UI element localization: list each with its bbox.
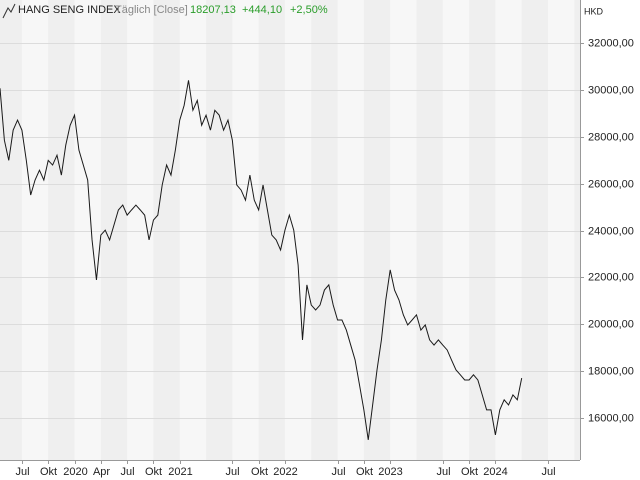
x-tick-label: Okt (40, 466, 57, 478)
chart-subtitle: Täglich [Close] (115, 4, 188, 16)
band (311, 0, 338, 460)
band (363, 0, 391, 460)
x-tick-label: Jul (120, 466, 134, 478)
series-line (0, 80, 523, 440)
band (521, 0, 548, 460)
band (0, 0, 22, 460)
y-tick-label: 28000,00 (588, 131, 634, 143)
x-tick-label: Jul (541, 466, 555, 478)
x-tick-label: 2022 (273, 466, 297, 478)
x-tick-label: 2021 (168, 466, 192, 478)
series (0, 80, 523, 440)
y-tick-label: 16000,00 (588, 412, 634, 424)
y-tick-label: 32000,00 (588, 37, 634, 49)
band (258, 0, 285, 460)
y-tick-label: 18000,00 (588, 365, 634, 377)
x-tick-label: Okt (356, 466, 373, 478)
chart-title: HANG SENG INDEX (18, 4, 121, 16)
band (206, 0, 233, 460)
y-tick-label: 26000,00 (588, 178, 634, 190)
x-tick-label: Okt (251, 466, 268, 478)
x-tick-label: Okt (461, 466, 478, 478)
change: +444,10 (242, 4, 282, 16)
x-tick-label: 2024 (483, 466, 507, 478)
x-tick-label: Jul (436, 466, 450, 478)
y-tick-label: 30000,00 (588, 84, 634, 96)
last-value: 18207,13 (190, 4, 236, 16)
band (48, 0, 75, 460)
x-tick-label: Jul (225, 466, 239, 478)
currency: HKD (584, 6, 604, 16)
band (469, 0, 496, 460)
y-tick-label: 24000,00 (588, 225, 634, 237)
y-tick-label: 20000,00 (588, 318, 634, 330)
x-tick-label: 2020 (63, 466, 87, 478)
grid (0, 43, 580, 419)
band (153, 0, 180, 460)
x-tick-label: Jul (331, 466, 345, 478)
y-tick-label: 22000,00 (588, 271, 634, 283)
change-pct: +2,50% (290, 4, 328, 16)
band (574, 0, 580, 460)
x-tick-label: Apr (93, 466, 110, 478)
band (416, 0, 443, 460)
x-tick-label: Okt (145, 466, 162, 478)
x-tick-label: Jul (15, 466, 29, 478)
x-tick-label: 2023 (378, 466, 402, 478)
plot-background (0, 0, 580, 460)
chart-icon (2, 3, 16, 19)
